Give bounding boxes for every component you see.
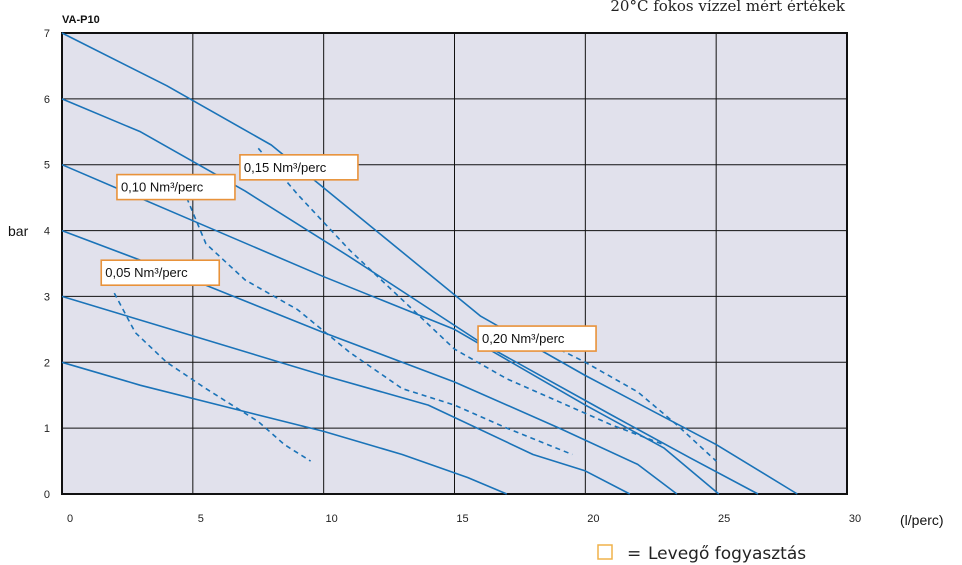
y-tick-label: 2 xyxy=(44,357,50,369)
pressure-curve-4 xyxy=(61,98,759,495)
pressure-curve-1 xyxy=(61,295,631,495)
x-tick-label: 30 xyxy=(849,513,861,525)
y-axis-label: bar xyxy=(8,223,29,239)
chart-subtitle: 20°C fokos vízzel mért értékek xyxy=(610,0,846,15)
y-tick-label: 0 xyxy=(44,489,50,501)
y-tick-label: 4 xyxy=(44,226,50,238)
x-tick-label: 15 xyxy=(456,513,468,525)
annotation-label: 0,05 Nm³/perc xyxy=(105,265,188,280)
x-tick-label: 5 xyxy=(198,513,204,525)
x-tick-label: 10 xyxy=(326,513,338,525)
annotation-label: 0,15 Nm³/perc xyxy=(244,160,327,175)
y-tick-label: 5 xyxy=(44,160,50,172)
x-axis-label: (l/perc) xyxy=(900,512,944,528)
chart-title: VA-P10 xyxy=(62,14,100,26)
legend-equals: = xyxy=(627,544,641,564)
x-tick-label: 25 xyxy=(718,513,730,525)
y-tick-label: 1 xyxy=(44,423,50,435)
air-consumption-line-6 xyxy=(113,292,312,462)
pressure-curve-5 xyxy=(61,32,798,495)
x-tick-label: 20 xyxy=(587,513,599,525)
annotation-label: 0,10 Nm³/perc xyxy=(121,180,204,195)
legend-text: Levegő fogyasztás xyxy=(648,544,806,564)
pressure-curve-3 xyxy=(61,163,720,495)
y-tick-label: 7 xyxy=(44,28,50,40)
legend-swatch xyxy=(597,544,613,560)
annotation-box xyxy=(239,154,359,181)
x-tick-label: 0 xyxy=(67,513,73,525)
air-consumption-line-8 xyxy=(257,147,665,446)
annotation-box xyxy=(477,325,597,352)
pressure-curve-0 xyxy=(61,361,508,495)
y-tick-label: 6 xyxy=(44,94,50,106)
annotation-label: 0,20 Nm³/perc xyxy=(482,331,565,346)
plot-frame xyxy=(61,32,848,495)
annotation-box xyxy=(100,259,221,287)
annotation-box xyxy=(116,173,236,201)
y-tick-label: 3 xyxy=(44,291,50,303)
legend: = Levegő fogyasztás xyxy=(597,544,806,564)
air-consumption-line-7 xyxy=(179,180,573,456)
